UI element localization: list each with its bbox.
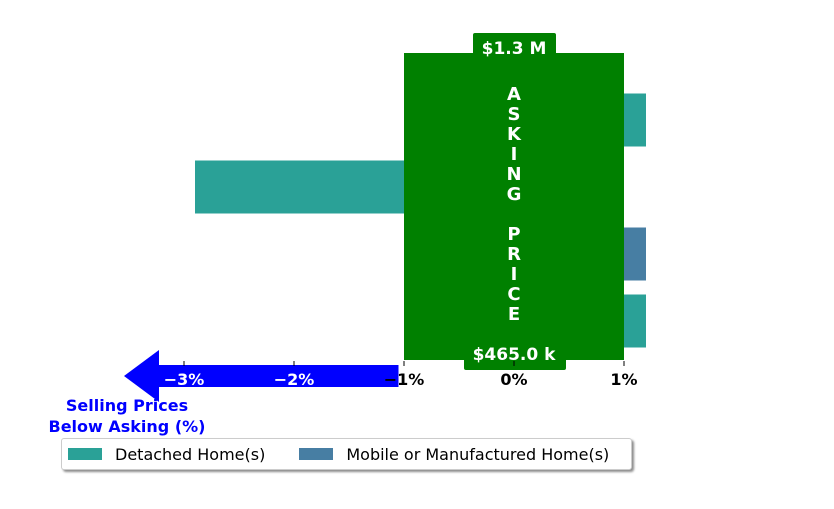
below-asking-arrow xyxy=(124,350,399,402)
x-tick-label-2: −1% xyxy=(384,370,425,389)
x-axis-label: Selling Prices Below Asking (%) xyxy=(49,396,206,436)
legend-item-mobile: Mobile or Manufactured Home(s) xyxy=(299,445,609,464)
x-axis: −3% −2% −1% 0% 1% xyxy=(164,361,638,389)
legend-label-detached: Detached Home(s) xyxy=(115,444,266,464)
asking-letter-2: K xyxy=(507,124,522,145)
asking-letter-3: I xyxy=(511,144,518,165)
asking-high-box xyxy=(473,33,556,62)
asking-letter-10: C xyxy=(507,284,520,305)
x-tick-label-4: 1% xyxy=(610,370,637,389)
asking-letter-9: I xyxy=(511,264,518,285)
asking-letter-8: R xyxy=(507,244,521,265)
legend-swatch-detached xyxy=(68,448,102,460)
asking-letter-0: A xyxy=(507,84,521,105)
asking-letter-11: E xyxy=(508,304,520,325)
legend: Detached Home(s) Mobile or Manufactured … xyxy=(61,438,632,470)
legend-item-detached: Detached Home(s) xyxy=(68,445,265,464)
asking-price-rect xyxy=(404,53,624,360)
asking-low-label: $465.0 k xyxy=(473,345,557,365)
arrow-shape xyxy=(124,350,399,402)
asking-high-label: $1.3 M xyxy=(482,39,547,59)
legend-label-mobile: Mobile or Manufactured Home(s) xyxy=(346,444,610,464)
legend-swatch-mobile xyxy=(299,448,334,460)
asking-low-box xyxy=(464,341,566,370)
x-axis-label-line-1: Below Asking (%) xyxy=(49,417,206,436)
asking-letter-1: S xyxy=(508,104,521,125)
asking-letter-5: G xyxy=(507,184,522,205)
asking-letter-4: N xyxy=(506,164,521,185)
x-tick-label-3: 0% xyxy=(500,370,527,389)
x-axis-label-line-0: Selling Prices xyxy=(66,396,188,415)
asking-letter-7: P xyxy=(507,224,520,245)
x-tick-label-0: −3% xyxy=(164,370,205,389)
x-tick-label-1: −2% xyxy=(274,370,315,389)
